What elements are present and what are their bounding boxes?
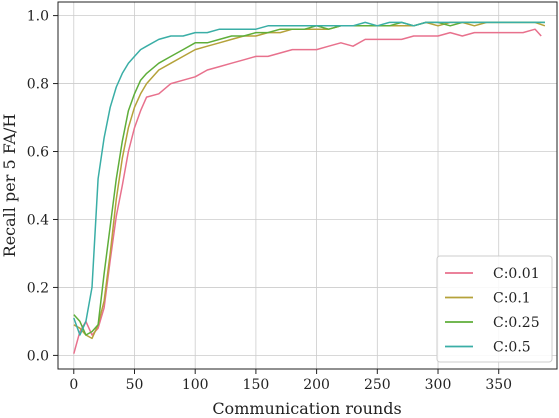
x-tick-label: 150 <box>243 377 270 393</box>
y-axis-ticks: 0.0 0.2 0.4 0.6 0.8 1.0 <box>27 9 58 364</box>
x-tick-label: 250 <box>364 377 391 393</box>
legend-box <box>436 255 553 363</box>
x-tick-label: 350 <box>485 377 512 393</box>
x-tick-label: 50 <box>126 377 144 393</box>
legend: C:0.01 C:0.1 C:0.25 C:0.5 <box>436 255 553 363</box>
y-tick-label: 0.0 <box>27 348 49 364</box>
y-tick-label: 0.6 <box>27 145 49 161</box>
x-tick-label: 0 <box>69 377 78 393</box>
legend-label: C:0.25 <box>493 315 540 331</box>
series-line-c-0-25 <box>73 21 545 336</box>
y-tick-label: 0.2 <box>27 280 49 296</box>
x-axis-ticks: 0 50 100 150 200 250 300 350 <box>69 369 512 393</box>
y-tick-label: 0.8 <box>27 77 49 93</box>
y-axis-title: Recall per 5 FA/H <box>0 114 19 258</box>
x-tick-label: 300 <box>425 377 452 393</box>
legend-label: C:0.1 <box>493 291 531 307</box>
x-axis-title: Communication rounds <box>212 399 401 418</box>
x-tick-label: 200 <box>303 377 330 393</box>
legend-label: C:0.01 <box>493 266 540 282</box>
series-line-c-0-5 <box>73 21 545 336</box>
y-tick-label: 1.0 <box>27 9 49 25</box>
series-line-c-0-01 <box>73 28 542 354</box>
x-tick-label: 100 <box>182 377 209 393</box>
plot-frame <box>57 1 558 370</box>
y-tick-label: 0.4 <box>27 212 49 228</box>
legend-label: C:0.5 <box>493 340 531 356</box>
series-lines <box>73 21 546 354</box>
